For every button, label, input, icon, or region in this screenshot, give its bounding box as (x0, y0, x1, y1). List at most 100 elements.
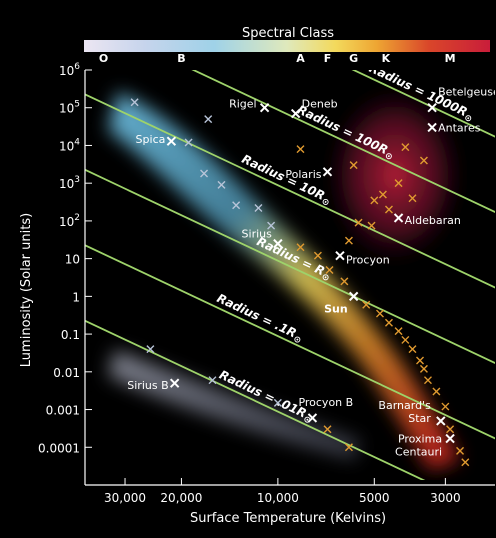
y-tick-label: 10 (65, 253, 80, 267)
star-marker (344, 443, 353, 452)
y-tick-label: 1 (72, 290, 80, 304)
y-tick-label: 0.0001 (38, 441, 80, 455)
star-sun-label: Sun (324, 302, 348, 315)
star-marker (378, 190, 387, 199)
radius-line (351, 70, 495, 138)
star-antares-marker (427, 122, 437, 133)
star-marker (349, 161, 358, 170)
star-marker (384, 205, 393, 214)
star-marker (232, 201, 241, 210)
star-marker (375, 309, 384, 318)
plot-area: Radius = 1000R⊙Radius = 100R⊙Radius = 10… (85, 70, 495, 480)
star-marker (408, 194, 417, 203)
radius-line (85, 244, 495, 440)
y-tick-label: 102 (59, 213, 80, 229)
spectral-class-k: K (382, 52, 391, 65)
star-marker (200, 169, 209, 178)
spectral-class-f: F (324, 52, 332, 65)
star-proxima-centauri-label: Proxima Centauri (395, 433, 442, 459)
spectral-class-o: O (99, 52, 108, 65)
star-marker (419, 156, 428, 165)
star-marker (323, 425, 332, 434)
star-marker (344, 236, 353, 245)
star-rigel-label: Rigel (229, 98, 257, 111)
star-marker (184, 138, 193, 147)
unlabeled-stars (130, 98, 470, 467)
star-marker (456, 446, 465, 455)
star-spica-label: Spica (136, 133, 166, 146)
star-spica-marker (166, 136, 177, 146)
star-marker (461, 458, 470, 467)
star-marker (313, 251, 322, 260)
y-tick-label: 0.01 (53, 366, 80, 380)
y-axis-label: Luminosity (Solar units) (19, 213, 34, 367)
star-antares-label: Antares (438, 121, 481, 134)
white-dwarf-band (108, 350, 360, 460)
star-betelgeuse-marker (427, 103, 437, 113)
star-marker (354, 218, 363, 227)
star-marker (446, 425, 455, 434)
radius-line (191, 70, 495, 214)
spectral-class-m: M (445, 52, 456, 65)
main-sequence-band (108, 92, 460, 470)
x-axis-label: Surface Temperature (Kelvins) (190, 511, 386, 526)
y-tick-label: 106 (59, 62, 80, 78)
spectral-class-b: B (177, 52, 185, 65)
star-marker (340, 277, 349, 286)
star-marker (325, 265, 334, 274)
star-procyon-label: Procyon (346, 254, 390, 267)
star-marker (401, 143, 410, 152)
spectral-class-bar (84, 40, 490, 52)
star-barnard-s-star-label: Barnard's Star (378, 399, 431, 425)
star-sun-marker (348, 291, 359, 302)
star-rigel-marker (259, 103, 270, 113)
radius-line-label: Radius = .1R⊙ (213, 291, 305, 346)
star-marker (419, 364, 428, 373)
star-sirius-b-label: Sirius B (127, 379, 168, 392)
star-marker (208, 376, 217, 385)
star-marker (254, 203, 263, 212)
star-marker (217, 180, 226, 189)
x-axis-ticks: 30,000 20,000 10,000 5000 3000 (104, 478, 461, 505)
chart-title: Spectral Class (242, 26, 334, 41)
star-procyon-marker (335, 250, 345, 261)
star-marker (146, 345, 155, 354)
star-marker (432, 387, 441, 396)
labeled-stars: Betelgeuse Antares Rigel Deneb Spica Polaris A… (127, 86, 495, 459)
y-tick-label: 103 (59, 175, 80, 191)
star-marker (362, 300, 371, 309)
star-marker (384, 318, 393, 327)
spectral-class-g: G (349, 52, 358, 65)
star-aldebaran-marker (393, 213, 404, 223)
star-deneb-marker (290, 108, 301, 119)
y-tick-label: 0.1 (61, 328, 80, 342)
star-marker (267, 221, 276, 230)
x-tick-label: 30,000 (104, 491, 146, 505)
x-tick-label: 5000 (359, 491, 390, 505)
star-deneb-label: Deneb (302, 98, 338, 111)
star-sirius-marker (273, 238, 283, 249)
star-aldebaran-label: Aldebaran (405, 214, 461, 227)
star-marker (130, 98, 139, 107)
star-marker (204, 115, 213, 124)
star-marker (401, 335, 410, 344)
star-marker (296, 145, 305, 154)
star-marker (441, 402, 450, 411)
radius-line (85, 168, 495, 364)
radius-line (85, 93, 495, 289)
star-marker (423, 376, 432, 385)
radius-line (85, 319, 426, 480)
star-marker (416, 356, 425, 365)
star-marker (394, 327, 403, 336)
star-procyon-b-marker (307, 413, 318, 423)
star-procyon-b-label: Procyon B (298, 396, 353, 409)
y-tick-label: 0.001 (46, 404, 80, 418)
x-tick-label: 20,000 (160, 491, 202, 505)
star-sirius-label: Sirius (242, 228, 273, 241)
star-proxima-centauri-marker (445, 433, 455, 444)
star-barnard-s-star-marker (436, 416, 446, 426)
